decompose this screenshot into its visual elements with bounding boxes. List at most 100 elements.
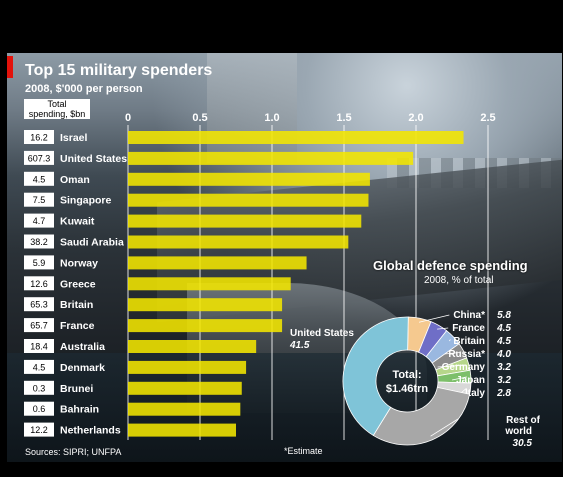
- total-spending-box: [24, 380, 54, 395]
- bar-saudi-arabia: [128, 235, 349, 249]
- slice-united-states: [342, 316, 409, 436]
- country-label: Britain: [60, 299, 93, 311]
- leader-line: [418, 314, 450, 323]
- x-tick-label: 2.5: [480, 112, 495, 124]
- total-spending-box: [24, 130, 54, 144]
- slice-value-italy: 2.8: [496, 388, 511, 399]
- leader-line: [430, 418, 459, 437]
- bar-britain: [128, 298, 283, 312]
- estimate-note: *Estimate: [284, 446, 323, 456]
- bar-oman: [128, 172, 370, 186]
- photo-background: [7, 53, 562, 462]
- total-spending-box: [24, 276, 54, 291]
- total-spending-header-line1: Total: [47, 99, 67, 109]
- country-label: Greece: [60, 278, 96, 290]
- leader-line: [444, 352, 460, 355]
- slice-label-rest-of-world-2: world: [504, 426, 532, 437]
- bar-brunei: [128, 381, 242, 395]
- country-label: Brunei: [60, 383, 93, 395]
- country-label: United States: [60, 153, 127, 165]
- red-accent-tab: [7, 56, 13, 78]
- total-spending-box: [24, 192, 54, 207]
- total-spending-value: 18.4: [30, 342, 48, 352]
- slice-rest-of-world: [372, 386, 471, 446]
- leader-line: [437, 327, 449, 330]
- country-label: Saudi Arabia: [60, 237, 124, 249]
- total-spending-value: 12.2: [30, 425, 48, 435]
- country-label: France: [60, 320, 95, 332]
- bar-netherlands: [128, 423, 236, 437]
- slice-label-japan: Japan: [456, 375, 485, 386]
- total-spending-value: 4.5: [33, 362, 46, 372]
- bar-norway: [128, 256, 307, 270]
- leader-line: [437, 364, 465, 368]
- slice-value-japan: 3.2: [497, 375, 511, 386]
- slice-value-rest-of-world: 30.5: [513, 438, 533, 449]
- leader-line: [452, 376, 467, 381]
- chart-title: Top 15 military spenders: [25, 62, 213, 79]
- slice-label-france: France: [452, 323, 485, 334]
- x-tick-label: 1.5: [336, 112, 351, 124]
- slice-label-britain: Britain: [453, 336, 485, 347]
- slice-label-italy: Italy: [465, 388, 485, 399]
- country-label: Australia: [60, 341, 105, 353]
- x-tick-label: 0: [125, 112, 131, 124]
- total-spending-box: [24, 213, 54, 228]
- total-spending-box: [24, 234, 54, 249]
- total-spending-value: 4.7: [33, 216, 46, 226]
- country-label: Bahrain: [60, 404, 99, 416]
- total-spending-box: [24, 150, 54, 165]
- slice-value-russia: 4.0: [496, 349, 511, 360]
- total-spending-box: [24, 422, 54, 437]
- pie-subtitle: 2008, % of total: [424, 275, 494, 286]
- total-spending-box: [24, 318, 54, 333]
- slice-value-china: 5.8: [497, 310, 511, 321]
- total-spending-header: Total spending, $bn: [24, 99, 90, 119]
- donut-center-value: $1.46trn: [386, 383, 428, 395]
- slice-value-united-states: 41.5: [289, 340, 310, 351]
- sources-note: Sources: SIPRI; UNFPA: [25, 447, 122, 457]
- total-spending-value: 7.5: [33, 195, 46, 205]
- bar-australia: [128, 340, 257, 353]
- total-spending-box: [24, 255, 54, 270]
- country-label: Singapore: [60, 195, 112, 207]
- bar-united-states: [128, 151, 414, 165]
- x-tick-label: 1.0: [264, 112, 279, 124]
- country-label: Kuwait: [60, 216, 95, 228]
- slice-value-france: 4.5: [496, 323, 511, 334]
- total-spending-box: [24, 401, 54, 416]
- bar-bahrain: [128, 402, 241, 416]
- donut-center-label: Total:: [392, 369, 421, 381]
- total-spending-box: [24, 359, 54, 374]
- country-label: Israel: [60, 132, 88, 144]
- total-spending-value: 38.2: [30, 237, 48, 247]
- total-spending-box: [24, 339, 54, 353]
- slice-label-russia: Russia*: [448, 349, 485, 360]
- leader-line: [460, 387, 467, 394]
- total-spending-box: [24, 171, 54, 186]
- x-tick-label: 2.0: [408, 112, 423, 124]
- total-spending-value: 607.3: [28, 153, 51, 163]
- total-spending-header-line2: spending, $bn: [28, 109, 86, 119]
- slice-value-germany: 3.2: [497, 362, 511, 373]
- bar-greece: [128, 277, 291, 291]
- total-spending-value: 0.3: [33, 383, 46, 393]
- bar-israel: [128, 131, 464, 144]
- slice-label-china: China*: [453, 310, 485, 321]
- chart-subtitle: 2008, $'000 per person: [25, 83, 143, 95]
- total-spending-value: 16.2: [30, 133, 48, 143]
- slice-value-britain: 4.5: [496, 336, 511, 347]
- bar-singapore: [128, 193, 369, 207]
- country-label: Denmark: [60, 362, 105, 374]
- slice-label-germany: Germany: [442, 362, 486, 373]
- bar-france: [128, 319, 283, 333]
- x-tick-label: 0.5: [192, 112, 207, 124]
- total-spending-value: 12.6: [30, 279, 48, 289]
- total-spending-value: 0.6: [33, 404, 46, 414]
- bar-denmark: [128, 360, 247, 374]
- total-spending-value: 4.5: [33, 174, 46, 184]
- total-spending-value: 5.9: [33, 258, 46, 268]
- bar-kuwait: [128, 214, 362, 228]
